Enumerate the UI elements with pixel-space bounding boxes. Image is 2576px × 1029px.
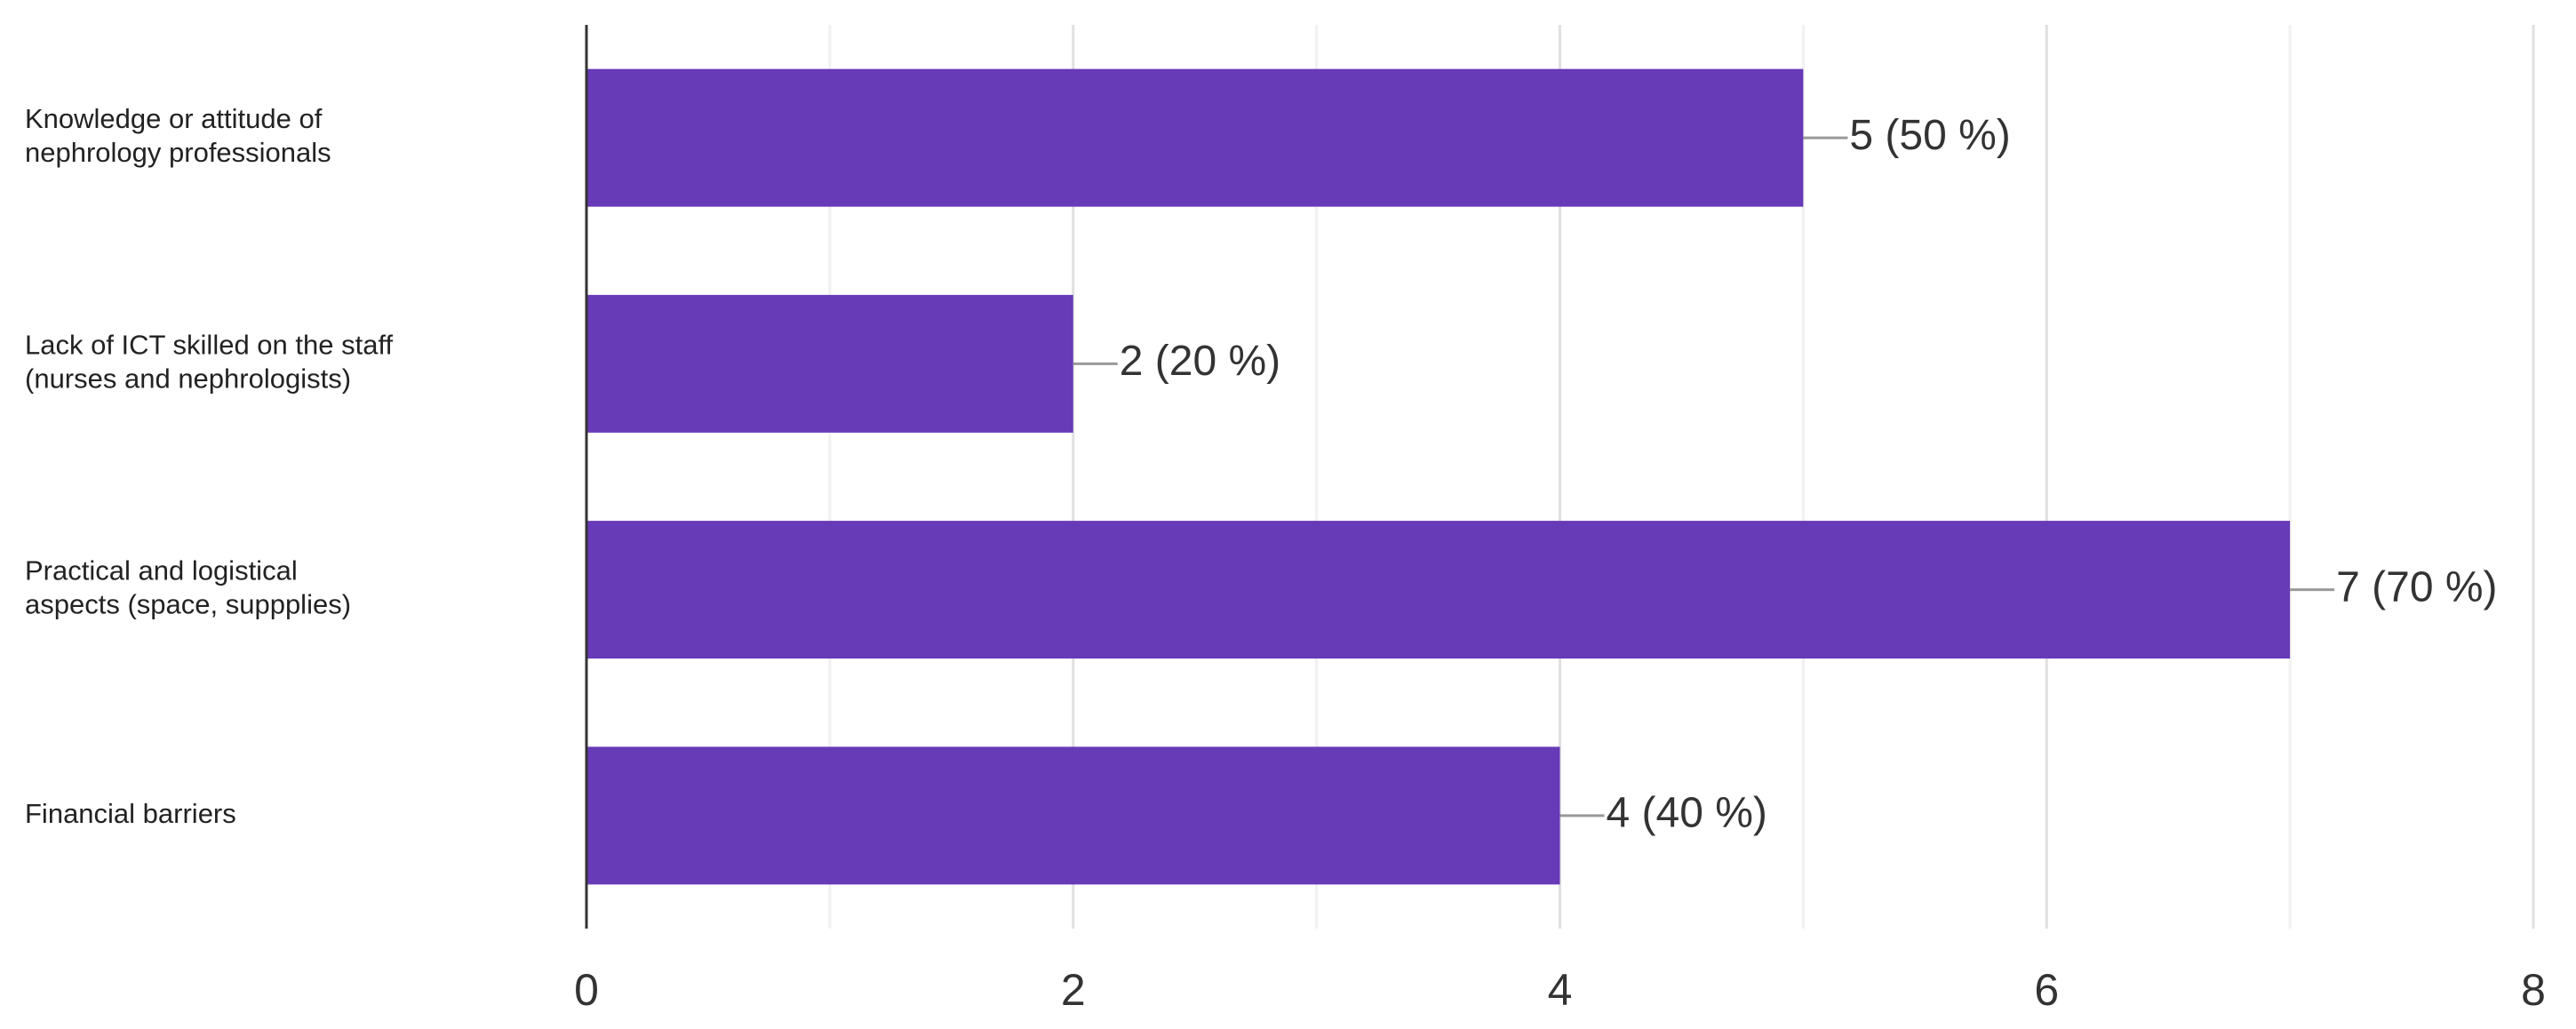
x-tick-label: 4	[1548, 965, 1573, 1015]
y-tick-label: Lack of ICT skilled on the staff (nurses …	[25, 330, 394, 395]
value-label: 5 (50 %)	[1849, 112, 2010, 159]
x-tick-label: 8	[2521, 965, 2546, 1015]
bar	[586, 294, 1073, 433]
bar	[586, 68, 1804, 207]
x-tick-label: 2	[1061, 965, 1086, 1015]
y-tick-label-line: Knowledge or attitude of	[25, 103, 323, 134]
y-tick-label-line: Lack of ICT skilled on the staff	[25, 330, 394, 361]
bar	[586, 521, 2291, 659]
value-label: 4 (40 %)	[1607, 790, 1767, 837]
y-tick-label: Practical and logistical aspects (space, …	[25, 555, 351, 620]
y-tick-label-line: nephrology professionals	[25, 137, 331, 168]
y-tick-label: Financial barriers	[25, 798, 236, 829]
y-tick-label: Knowledge or attitude of nephrology profe…	[25, 103, 331, 168]
x-tick-label: 6	[2034, 965, 2059, 1015]
bar	[586, 746, 1560, 885]
y-tick-label-line: (nurses and nephrologists)	[25, 363, 351, 395]
y-tick-label-line: Financial barriers	[25, 798, 236, 829]
value-label: 7 (70 %)	[2336, 563, 2497, 610]
y-tick-label-line: Practical and logistical	[25, 555, 298, 586]
y-tick-label-line: aspects (space, suppplies)	[25, 589, 351, 620]
x-tick-label: 0	[574, 965, 599, 1015]
value-label: 2 (20 %)	[1120, 338, 1280, 385]
